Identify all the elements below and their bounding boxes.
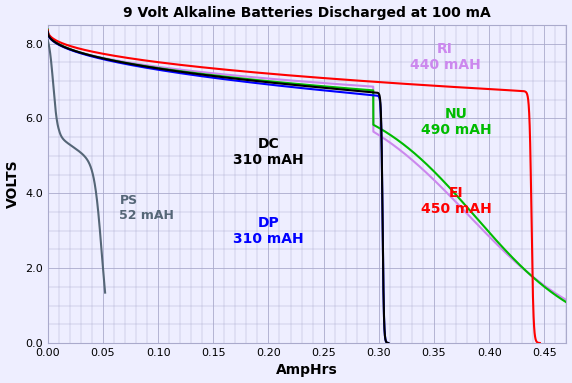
Text: NU
490 mAH: NU 490 mAH (421, 107, 491, 137)
Title: 9 Volt Alkaline Batteries Discharged at 100 mA: 9 Volt Alkaline Batteries Discharged at … (123, 6, 491, 20)
Text: EI
450 mAH: EI 450 mAH (420, 186, 491, 216)
Y-axis label: VOLTS: VOLTS (6, 160, 19, 208)
Text: DP
310 mAH: DP 310 mAH (233, 216, 304, 246)
Text: DC
310 mAH: DC 310 mAH (233, 137, 304, 167)
X-axis label: AmpHrs: AmpHrs (276, 363, 338, 377)
Text: PS
52 mAH: PS 52 mAH (120, 194, 174, 222)
Text: RI
440 mAH: RI 440 mAH (410, 42, 480, 72)
